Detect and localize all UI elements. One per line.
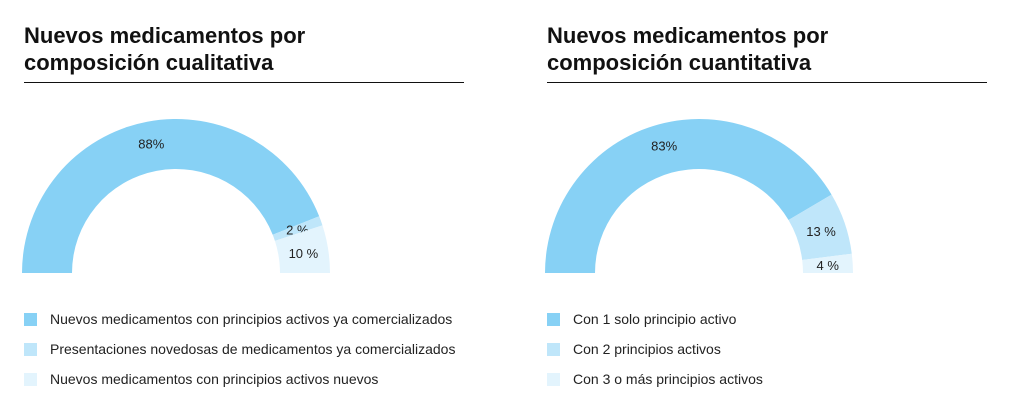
slice-label: 88% bbox=[138, 136, 164, 151]
title-divider bbox=[547, 82, 987, 83]
legend-swatch bbox=[24, 342, 37, 356]
legend-label: Presentaciones novedosas de medicamentos… bbox=[50, 341, 456, 357]
chart-title-line-1: Nuevos medicamentos por bbox=[24, 23, 306, 48]
donut-slice bbox=[545, 119, 832, 273]
donut-slice bbox=[22, 119, 320, 273]
chart-title-line-1: Nuevos medicamentos por bbox=[547, 23, 829, 48]
legend-swatch bbox=[547, 312, 560, 326]
legend-item: Nuevos medicamentos con principios activ… bbox=[24, 364, 455, 394]
slice-label: 83% bbox=[651, 139, 677, 154]
donut-slice bbox=[272, 216, 323, 241]
title-divider bbox=[24, 82, 464, 83]
legend-swatch bbox=[24, 372, 37, 386]
chart-legend: Con 1 solo principio activo Con 2 princi… bbox=[547, 304, 763, 394]
legend-label: Nuevos medicamentos con principios activ… bbox=[50, 371, 379, 387]
legend-item: Con 2 principios activos bbox=[547, 334, 763, 364]
legend-item: Nuevos medicamentos con principios activ… bbox=[24, 304, 455, 334]
legend-item: Con 3 o más principios activos bbox=[547, 364, 763, 394]
chart-panel-cualitativa: Nuevos medicamentos por composición cual… bbox=[22, 0, 464, 412]
legend-label: Con 1 solo principio activo bbox=[573, 311, 737, 327]
chart-panel-cuantitativa: Nuevos medicamentos por composición cuan… bbox=[545, 0, 987, 412]
slice-label: 10 % bbox=[289, 246, 319, 261]
donut-slice bbox=[274, 225, 330, 273]
legend-label: Con 3 o más principios activos bbox=[573, 371, 763, 387]
chart-title: Nuevos medicamentos por composición cuan… bbox=[547, 22, 987, 76]
chart-title: Nuevos medicamentos por composición cual… bbox=[24, 22, 464, 76]
chart-legend: Nuevos medicamentos con principios activ… bbox=[24, 304, 455, 394]
legend-label: Con 2 principios activos bbox=[573, 341, 721, 357]
chart-title-line-2: composición cualitativa bbox=[24, 50, 274, 75]
legend-item: Con 1 solo principio activo bbox=[547, 304, 763, 334]
legend-item: Presentaciones novedosas de medicamentos… bbox=[24, 334, 455, 364]
legend-swatch bbox=[24, 312, 37, 326]
legend-swatch bbox=[547, 372, 560, 386]
slice-label: 13 % bbox=[806, 224, 836, 239]
slice-label: 4 % bbox=[817, 258, 840, 273]
semi-donut-chart: 83% 13 % 4 % bbox=[545, 119, 853, 273]
legend-swatch bbox=[547, 342, 560, 356]
semi-donut-chart: 88%2 %10 % bbox=[22, 119, 330, 273]
legend-label: Nuevos medicamentos con principios activ… bbox=[50, 311, 453, 327]
donut-slice bbox=[788, 194, 852, 260]
donut-slice bbox=[802, 253, 853, 273]
chart-title-line-2: composición cuantitativa bbox=[547, 50, 812, 75]
